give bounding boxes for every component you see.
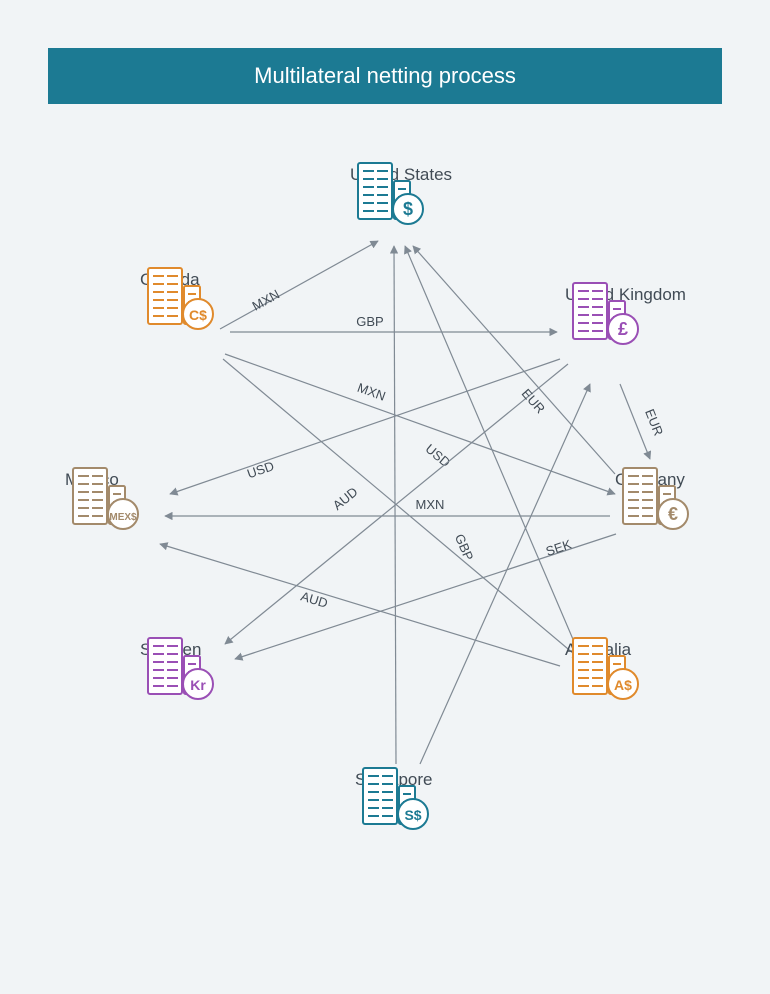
edge-label-de-mx: MXN <box>416 497 445 512</box>
svg-text:C$: C$ <box>189 307 207 323</box>
svg-text:Kr: Kr <box>190 677 206 693</box>
node-sg: S$ Singapore <box>355 764 433 790</box>
node-se: Kr Sweden <box>140 634 201 660</box>
edge-ca-de <box>225 354 615 494</box>
page-title: Multilateral netting process <box>254 63 516 89</box>
edge-label-ca-us: MXN <box>250 286 283 313</box>
title-bar: Multilateral netting process <box>48 48 722 104</box>
edge-label-ca-uk: GBP <box>356 314 383 329</box>
svg-text:€: € <box>668 504 678 524</box>
edge-ca-us <box>220 241 378 329</box>
edge-label-ca-au: USD <box>423 441 454 470</box>
building-icon: A$ <box>565 634 645 700</box>
building-icon: $ <box>350 159 430 225</box>
edge-label-ca-de: MXN <box>355 380 387 404</box>
node-us: $ United States <box>350 159 452 185</box>
svg-text:MEX$: MEX$ <box>109 512 137 523</box>
svg-text:$: $ <box>403 199 413 219</box>
edge-label-au-mx: AUD <box>299 589 330 611</box>
building-icon: C$ <box>140 264 220 330</box>
edge-label-uk-mx: USD <box>245 458 276 481</box>
edge-uk-de <box>620 384 650 459</box>
node-au: A$ Australia <box>565 634 631 660</box>
node-uk: £ United Kingdom <box>565 279 686 305</box>
edge-label-uk-de: EUR <box>642 407 666 438</box>
node-de: € Germany <box>615 464 685 490</box>
diagram-stage: GBPMXNMXNUSDEURUSDAUDEURMXNSEKGBPAUD $ U… <box>0 104 770 924</box>
svg-text:S$: S$ <box>404 807 421 823</box>
edge-uk-se <box>225 364 568 644</box>
building-icon: € <box>615 464 695 530</box>
edge-label-uk-se: AUD <box>330 484 361 513</box>
node-ca: C$ Canada <box>140 264 200 290</box>
edge-sg-uk <box>420 384 590 764</box>
svg-text:A$: A$ <box>614 677 632 693</box>
edge-label-de-se: SEK <box>544 536 574 558</box>
edge-au-mx <box>160 544 560 666</box>
node-mx: MEX$ Mexico <box>65 464 119 490</box>
building-icon: S$ <box>355 764 435 830</box>
svg-text:£: £ <box>618 319 628 339</box>
edge-label-au-us: GBP <box>452 532 477 563</box>
building-icon: MEX$ <box>65 464 145 530</box>
building-icon: £ <box>565 279 645 345</box>
building-icon: Kr <box>140 634 220 700</box>
edge-uk-mx <box>170 359 560 494</box>
